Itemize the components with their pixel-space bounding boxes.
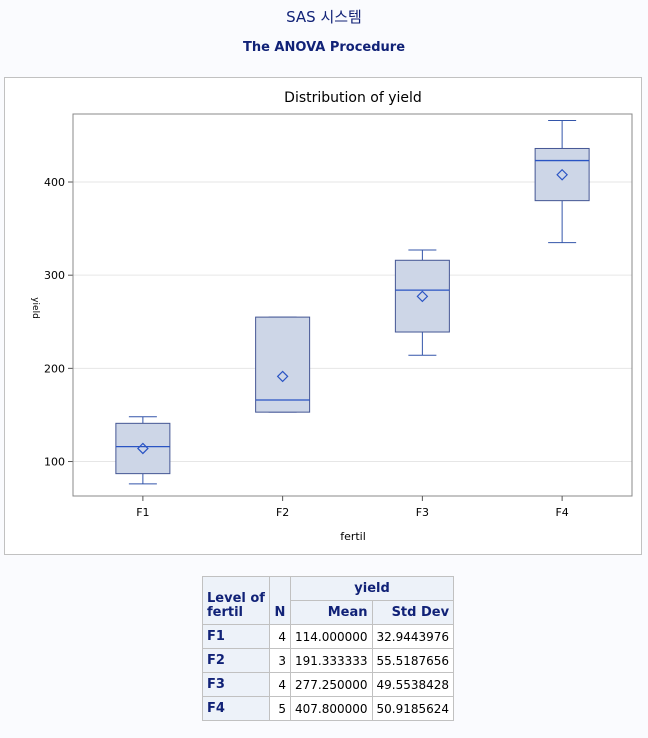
table-row: F1 4 114.000000 32.9443976 <box>202 624 455 649</box>
sd-column-header: Std Dev <box>371 600 455 625</box>
mean-marker <box>137 442 149 455</box>
row-mean: 191.333333 <box>290 648 373 673</box>
mean-column-header: Mean <box>290 600 373 625</box>
row-sd: 50.9185624 <box>371 696 455 721</box>
row-n: 4 <box>269 624 291 649</box>
y-tick-label: 400 <box>44 176 65 189</box>
box-iqr <box>255 316 311 413</box>
box-iqr <box>115 422 171 475</box>
row-level: F4 <box>202 696 270 721</box>
mean-marker <box>556 168 568 181</box>
x-tick-label: F4 <box>555 506 568 519</box>
system-title: SAS 시스템 <box>286 8 362 26</box>
box-iqr <box>394 259 450 333</box>
row-level: F3 <box>202 672 270 697</box>
mean-marker <box>416 290 429 303</box>
table-row: F4 5 407.800000 50.9185624 <box>202 696 455 721</box>
row-level: F2 <box>202 648 270 673</box>
x-tick-label: F1 <box>136 506 149 519</box>
y-tick-label: 200 <box>44 362 65 375</box>
row-level: F1 <box>202 624 270 649</box>
plot-frame <box>72 113 633 497</box>
row-n: 3 <box>269 648 291 673</box>
mean-marker <box>276 370 289 383</box>
box-plot-chart: Distribution of yield 100 200 300 400 F1 F2 F3… <box>30 90 633 543</box>
yield-group-header: yield <box>289 576 455 601</box>
chart-panel: Distribution of yield 100 200 300 400 F1 F2 F3… <box>4 77 642 555</box>
box-iqr <box>534 147 590 202</box>
row-mean: 114.000000 <box>290 624 373 649</box>
chart-title: Distribution of yield <box>284 90 422 106</box>
row-n: 4 <box>269 672 291 697</box>
table-row: F2 3 191.333333 55.5187656 <box>202 648 455 673</box>
x-tick-label: F2 <box>276 506 289 519</box>
row-sd: 32.9443976 <box>371 624 455 649</box>
stats-table: Level of fertil N yield Mean Std Dev F1 … <box>202 576 455 721</box>
y-tick-label: 300 <box>44 269 65 282</box>
x-axis-label: fertil <box>340 530 366 543</box>
row-mean: 407.800000 <box>290 696 373 721</box>
table-row: F3 4 277.250000 49.5538428 <box>202 672 455 697</box>
y-tick-label: 100 <box>44 456 65 469</box>
row-mean: 277.250000 <box>290 672 373 697</box>
procedure-title: The ANOVA Procedure <box>242 40 406 55</box>
row-sd: 49.5538428 <box>371 672 455 697</box>
x-tick-label: F3 <box>416 506 429 519</box>
level-column-header: Level of fertil <box>202 576 270 625</box>
n-column-header: N <box>269 576 291 625</box>
plot-area: 100 200 300 400 F1 F2 F3 F4 <box>44 113 633 519</box>
y-axis-label: yield <box>30 297 40 319</box>
row-sd: 55.5187656 <box>371 648 455 673</box>
row-n: 5 <box>269 696 291 721</box>
